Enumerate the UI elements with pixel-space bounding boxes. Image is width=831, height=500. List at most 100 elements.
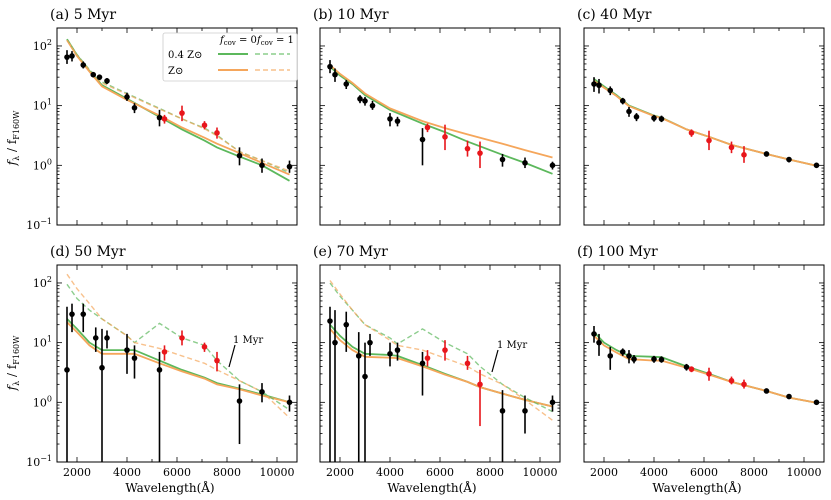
data-point-red	[688, 366, 695, 372]
annotation-e: 1 Myr	[491, 340, 527, 373]
series-line-orange-solid	[593, 80, 817, 167]
annotation-e-text: 1 Myr	[497, 340, 527, 351]
data-point-black	[633, 114, 640, 120]
data-point-black	[92, 335, 99, 341]
series-line-orange-solid	[329, 64, 553, 159]
data-point-black	[549, 399, 556, 406]
axes-frame	[319, 264, 561, 463]
plot-area	[327, 280, 556, 462]
series-line-green-solid	[66, 318, 290, 404]
data-point-black	[813, 399, 820, 406]
data-point-black	[596, 339, 602, 346]
data-point-red	[161, 349, 168, 355]
data-point-black	[236, 152, 243, 159]
axes-frame	[56, 27, 298, 226]
data-point-red	[442, 347, 448, 353]
data-point-black	[596, 82, 602, 89]
data-point-black	[357, 96, 363, 102]
x-tick-label: 10000	[260, 466, 295, 479]
data-point-black	[549, 162, 556, 169]
y-tick-label: 10−1	[26, 217, 52, 232]
panel-a: (a) 5 Myr 102 101 100 10−1	[26, 7, 298, 232]
x-tick-label: 6000	[426, 466, 454, 479]
data-point-black	[387, 351, 393, 357]
data-point-red	[464, 360, 471, 367]
x-axis-label-c: Wavelength(Å)	[652, 480, 741, 495]
series-line-green-solid	[593, 78, 817, 167]
panel-title: (f) 100 Myr	[577, 244, 658, 260]
legend-box	[162, 32, 298, 82]
y-tick-label: 100	[33, 157, 52, 172]
series-line-orange-dashed	[66, 273, 290, 419]
data-point-black	[619, 349, 626, 355]
panel-title: (c) 40 Myr	[577, 7, 652, 23]
y-tick-label: 102	[33, 38, 52, 53]
x-tick-label: 10000	[523, 466, 558, 479]
data-point-black	[419, 360, 426, 367]
data-point-black	[332, 339, 338, 346]
data-point-black	[327, 318, 333, 324]
data-point-black	[651, 356, 657, 362]
data-point-red	[728, 144, 735, 151]
annotation-d-arrow	[228, 344, 236, 368]
x-tick-label: 8000	[213, 466, 241, 479]
data-point-black	[786, 393, 792, 400]
x-tick-label: 2000	[590, 466, 618, 479]
panel-e: (e) 70 Myr 2000 4000 6000 8000 10000	[313, 244, 561, 479]
annotation-d: 1 Myr	[228, 335, 263, 368]
plot-area	[64, 38, 293, 182]
data-point-black	[286, 163, 293, 170]
data-point-black	[99, 364, 105, 371]
data-point-black	[343, 321, 350, 328]
x-axis-label-a: Wavelength(Å)	[125, 480, 214, 495]
data-point-black	[259, 162, 265, 169]
data-point-black	[332, 71, 338, 78]
data-point-black	[522, 160, 528, 166]
data-point-red	[706, 371, 712, 377]
x-tick-label: 8000	[476, 466, 504, 479]
legend-col2-header: fcov = 1	[256, 35, 294, 47]
data-point-red	[442, 134, 448, 140]
annotation-d-text: 1 Myr	[233, 335, 263, 346]
x-tick-label: 4000	[640, 466, 668, 479]
data-point-red	[728, 377, 735, 384]
data-point-black	[69, 311, 75, 317]
plot-area	[591, 77, 820, 169]
legend: fcov = 0 fcov = 1 0.4 Z⊙ Z⊙	[162, 32, 298, 82]
data-point-black	[591, 331, 597, 337]
panel-b: (b) 10 Myr	[313, 7, 561, 226]
data-point-black	[80, 62, 87, 68]
x-tick-label: 6000	[690, 466, 718, 479]
y-tick-label: 101	[33, 98, 52, 113]
data-point-black	[362, 373, 368, 380]
panel-f: (f) 100 Myr 2000 4000 6000 8000 10000	[577, 244, 825, 479]
data-point-black	[499, 156, 506, 163]
x-tick-label: 2000	[326, 466, 354, 479]
series-line-orange-dashed	[66, 39, 290, 172]
data-point-black	[259, 389, 265, 395]
y-tick-label: 10−1	[26, 454, 52, 469]
data-point-black	[367, 339, 373, 346]
data-point-black	[355, 353, 362, 359]
data-point-red	[477, 381, 483, 388]
data-point-black	[626, 108, 632, 115]
data-point-black	[651, 115, 657, 121]
y-tick-label: 100	[33, 394, 52, 409]
series-line-orange-dashed	[329, 280, 553, 421]
data-point-black	[394, 118, 401, 124]
data-point-red	[179, 110, 185, 116]
panel-title: (b) 10 Myr	[313, 7, 389, 23]
data-point-black	[763, 388, 770, 394]
data-point-black	[104, 335, 110, 341]
series-line-green-dashed	[329, 282, 553, 413]
data-point-black	[786, 156, 792, 163]
data-point-black	[156, 114, 163, 121]
panel-d: (d) 50 Myr 2000 4000 6000 8000 10000 102 101 100…	[26, 244, 298, 479]
y-axis-label-bottom: fλ / fF160W	[5, 335, 21, 391]
plot-area	[327, 60, 556, 175]
data-point-black	[124, 94, 130, 100]
data-point-black	[683, 364, 690, 370]
data-point-red	[706, 137, 712, 144]
legend-col1-header: fcov = 0	[219, 35, 257, 47]
data-point-red	[201, 122, 208, 129]
